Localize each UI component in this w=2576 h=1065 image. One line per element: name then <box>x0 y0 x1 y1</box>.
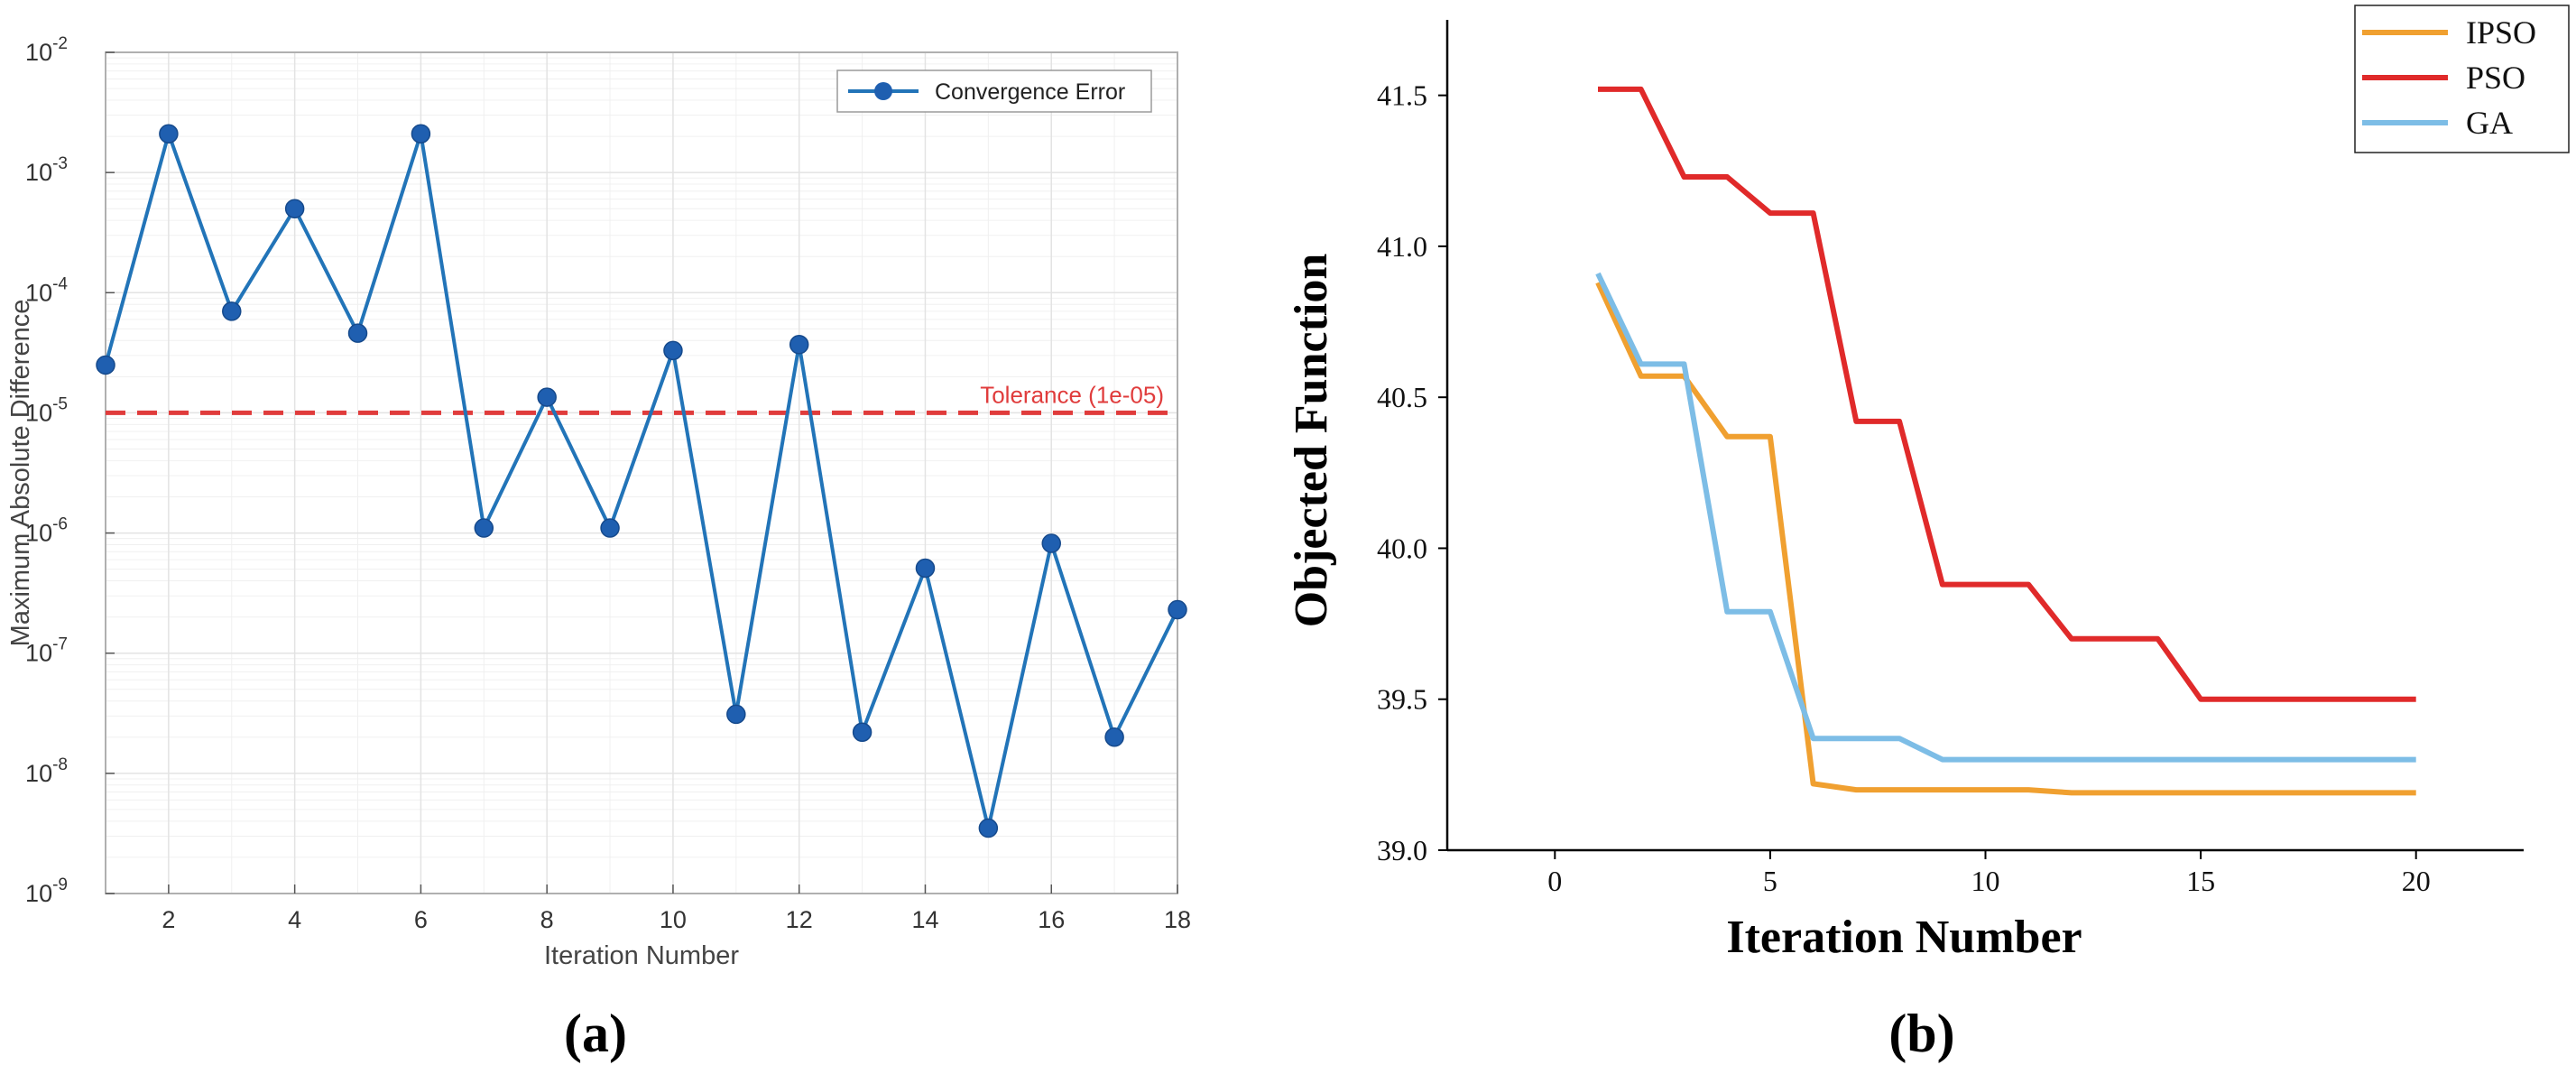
series-line-convergence-error <box>104 132 1179 830</box>
data-point <box>663 340 683 361</box>
x-tick-label-a: 18 <box>1164 906 1191 933</box>
tolerance-label: Tolerance (1e-05) <box>980 381 1164 408</box>
series-line-pso <box>1598 86 2416 702</box>
x-tick-label-a: 16 <box>1038 906 1065 933</box>
y-tick-label-b: 39.5 <box>1377 683 1427 716</box>
plot-area-a <box>106 52 1177 894</box>
legend-a: Convergence Error <box>836 69 1152 113</box>
y-tick-label-b: 41.5 <box>1377 79 1427 112</box>
x-tick-label-a: 4 <box>288 906 301 933</box>
chart-b: 0 5 10 15 20 39.0 39.5 40.0 40.5 41.0 41.5 Iteratio… <box>1286 5 2570 1063</box>
data-point <box>474 518 494 538</box>
x-tick-label-b: 0 <box>1547 865 1562 897</box>
x-tick-label-b: 10 <box>1971 865 2000 897</box>
y-tick-exponent: -7 <box>52 635 68 654</box>
y-tick-base: 10 <box>25 279 52 306</box>
series-line-ga <box>1595 272 2416 763</box>
x-tick-label-b: 5 <box>1763 865 1777 897</box>
x-axis-label-b: Iteration Number <box>1726 912 2082 963</box>
x-tick-label-a: 12 <box>786 906 813 933</box>
y-tick-base: 10 <box>25 399 52 426</box>
data-point <box>347 323 368 343</box>
legend-label-pso: PSO <box>2466 60 2525 96</box>
data-point <box>1104 727 1124 747</box>
legend-label-ipso: IPSO <box>2466 14 2536 51</box>
data-point <box>1168 599 1187 620</box>
series-line-ipso <box>1595 281 2416 796</box>
y-tick-label-b: 39.0 <box>1377 834 1427 866</box>
data-point <box>852 722 873 743</box>
minor-grid-a <box>105 52 1177 894</box>
y-tick-exponent: -9 <box>52 875 68 894</box>
x-tick-label-a: 6 <box>414 906 428 933</box>
y-tick-label-a: 10-7 <box>25 635 68 667</box>
data-point <box>726 704 746 725</box>
y-tick-base: 10 <box>25 39 52 66</box>
y-tick-exponent: -2 <box>52 34 68 53</box>
y-tick-label-a: 10-6 <box>25 515 68 547</box>
y-tick-exponent: -8 <box>52 755 68 774</box>
x-tick-label-a: 8 <box>540 906 554 933</box>
y-tick-label-a: 10-8 <box>25 755 68 787</box>
y-tick-base: 10 <box>25 760 52 787</box>
data-point <box>600 518 620 538</box>
x-tick-label-b: 15 <box>2186 865 2215 897</box>
y-tick-label-a: 10-4 <box>25 274 68 306</box>
x-tick-label-b: 20 <box>2402 865 2431 897</box>
y-tick-base: 10 <box>25 159 52 186</box>
y-tick-label-b: 41.0 <box>1377 230 1427 263</box>
data-point <box>159 124 179 144</box>
legend-label-convergence-error: Convergence Error <box>935 79 1125 105</box>
data-point <box>915 558 936 579</box>
y-tick-label-a: 10-5 <box>25 394 68 426</box>
y-tick-base: 10 <box>25 520 52 547</box>
panel-label-b: (b) <box>1888 1004 1954 1063</box>
chart-a: 2 4 6 8 10 12 14 16 1810-910-810-710-610-510-410… <box>6 34 1191 1063</box>
data-point <box>96 355 115 375</box>
x-axis-label-a: Iteration Number <box>544 941 739 970</box>
x-tick-label-a: 2 <box>162 906 175 933</box>
y-tick-exponent: -4 <box>52 274 68 293</box>
y-tick-label-a: 10-2 <box>25 34 68 66</box>
y-tick-label-a: 10-9 <box>25 875 68 907</box>
y-tick-label-b: 40.0 <box>1377 532 1427 564</box>
data-point <box>978 818 999 838</box>
axes-frame-a <box>105 51 1178 894</box>
x-tick-label-a: 10 <box>660 906 687 933</box>
y-tick-base: 10 <box>25 640 52 667</box>
legend-marker-convergence-error <box>874 82 892 100</box>
legend-label-ga: GA <box>2466 105 2513 141</box>
y-tick-exponent: -5 <box>52 394 68 413</box>
data-point <box>222 301 242 321</box>
y-axis-label-a: Maximum Absolute Difference <box>6 300 35 647</box>
y-axis-label-b: Objected Function <box>1286 254 1337 628</box>
data-point <box>789 335 809 355</box>
data-point <box>284 199 305 218</box>
x-tick-label-a: 14 <box>911 906 938 933</box>
y-tick-label-a: 10-3 <box>25 154 68 186</box>
data-point <box>411 124 431 144</box>
data-point <box>537 387 557 407</box>
data-point <box>1041 533 1061 553</box>
y-tick-exponent: -6 <box>52 515 68 534</box>
y-tick-exponent: -3 <box>52 154 68 173</box>
panel-label-a: (a) <box>564 1004 627 1063</box>
y-tick-base: 10 <box>25 880 52 907</box>
legend-b: IPSO PSO GA <box>2354 5 2570 153</box>
y-tick-label-b: 40.5 <box>1377 381 1427 413</box>
